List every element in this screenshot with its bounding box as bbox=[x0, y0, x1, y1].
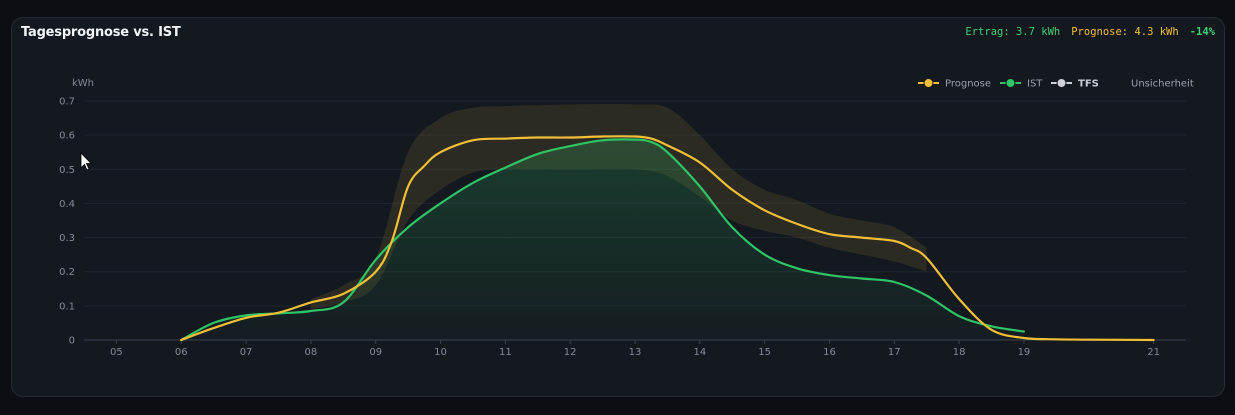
y-tick-label: 0.7 bbox=[59, 97, 75, 108]
legend-tfs: TFS bbox=[1051, 78, 1099, 90]
y-tick-label: 0.4 bbox=[59, 199, 75, 210]
ertrag-stat: Ertrag: 3.7 kWh bbox=[965, 26, 1061, 38]
legend-label: Prognose bbox=[945, 79, 991, 90]
y-tick-label: 0.6 bbox=[59, 131, 75, 142]
x-tick-label: 12 bbox=[564, 347, 577, 358]
diff-stat: -14% bbox=[1189, 26, 1215, 38]
y-axis-label: kWh bbox=[72, 78, 94, 89]
chart-title: Tagesprognose vs. IST bbox=[21, 25, 181, 40]
x-tick-label: 14 bbox=[693, 347, 706, 358]
x-tick-label: 13 bbox=[629, 347, 642, 358]
legend-marker bbox=[1056, 78, 1067, 88]
x-tick-label: 18 bbox=[953, 347, 966, 358]
x-tick-label: 05 bbox=[110, 347, 123, 358]
series-lines bbox=[180, 135, 1155, 342]
legend-label: TFS bbox=[1078, 79, 1099, 90]
legend-marker bbox=[1005, 78, 1016, 88]
ist-line bbox=[180, 138, 1025, 342]
uncertainty-band bbox=[310, 104, 927, 310]
legend-ist: IST bbox=[1000, 78, 1043, 90]
x-tick-label: 10 bbox=[434, 347, 447, 358]
prognose-stat: Prognose: 4.3 kWh bbox=[1071, 26, 1179, 38]
axis-labels: 0 0.1 0.2 0.3 0.4 0.5 0.6 0.7 kWh 05 06 07 08 09 10 11 1… bbox=[59, 78, 1160, 358]
x-tick-label: 11 bbox=[499, 347, 512, 358]
x-tick-label: 15 bbox=[758, 347, 771, 358]
legend: Prognose IST TFS Unsicherheit bbox=[918, 78, 1194, 90]
uncertainty-layer bbox=[310, 104, 927, 310]
x-tick-label: 21 bbox=[1147, 347, 1160, 358]
y-tick-label: 0.5 bbox=[59, 165, 75, 176]
x-tick-label: 08 bbox=[305, 347, 318, 358]
x-tick-label: 19 bbox=[1018, 347, 1031, 358]
legend-label: IST bbox=[1027, 79, 1043, 90]
x-tick-label: 17 bbox=[888, 347, 901, 358]
y-tick-label: 0 bbox=[69, 336, 75, 347]
x-tick-label: 09 bbox=[369, 347, 382, 358]
x-tick-label: 07 bbox=[240, 347, 253, 358]
legend-marker bbox=[923, 78, 934, 88]
y-tick-label: 0.1 bbox=[59, 301, 75, 312]
mouse-cursor-icon bbox=[80, 152, 92, 171]
x-tick-label: 06 bbox=[175, 347, 188, 358]
y-tick-label: 0.2 bbox=[59, 267, 75, 278]
prognose-line bbox=[180, 135, 1155, 342]
legend-prognose: Prognose bbox=[918, 78, 991, 90]
stats-summary: Ertrag: 3.7 kWh Prognose: 4.3 kWh -14% bbox=[965, 26, 1215, 38]
ist-area-layer bbox=[181, 139, 1024, 340]
y-tick-label: 0.3 bbox=[59, 233, 75, 244]
ist-area bbox=[181, 139, 1024, 340]
legend-unsicherheit: Unsicherheit bbox=[1131, 79, 1194, 90]
x-tick-label: 16 bbox=[823, 347, 836, 358]
